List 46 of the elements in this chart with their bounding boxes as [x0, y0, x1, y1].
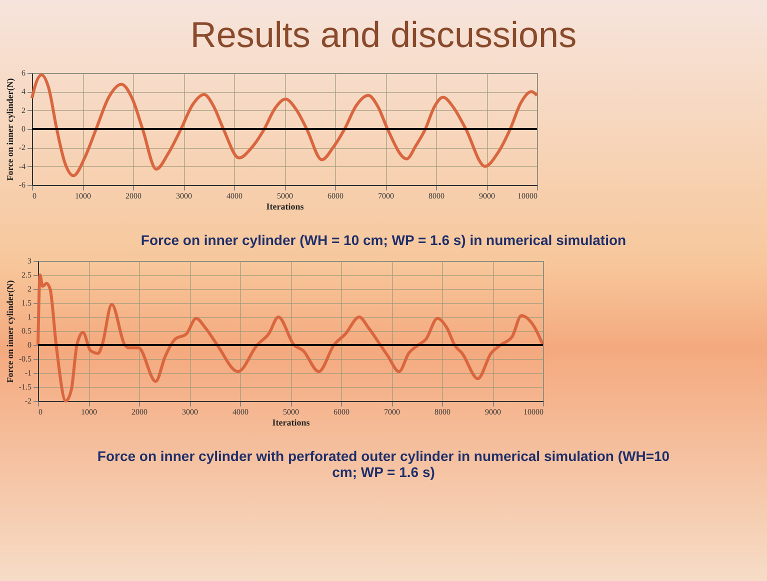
x-tick-label: 6000 [328, 192, 344, 200]
y-tick-label: -0.5 [18, 354, 32, 364]
y-axis-title: Force on inner cylinder(N) [4, 280, 15, 383]
y-tick-label: -1.5 [18, 382, 32, 392]
x-tick-label: 7000 [378, 192, 394, 200]
x-axis-title: Iterations [266, 202, 304, 212]
x-tick-label: 3000 [176, 192, 192, 200]
x-tick-label: 2000 [126, 192, 142, 200]
y-tick-label: 3 [28, 256, 32, 266]
chart-title: Results and discussions [189, 14, 578, 56]
y-tick-label: 1.5 [22, 298, 32, 308]
y-tick-label: -2 [24, 396, 32, 406]
x-tick-label: 0 [38, 408, 42, 416]
y-tick-label: 0.5 [22, 326, 32, 336]
y-tick-label: 1 [28, 312, 32, 322]
x-tick-label: 2000 [132, 408, 148, 416]
y-tick-label: -2 [18, 143, 26, 152]
y-tick-label: 2 [28, 284, 32, 294]
x-tick-label: 8000 [428, 192, 444, 200]
text: Force on inner cylinder (WH = 10 cm; WP = 1.6 s) in numerical simulation [140, 232, 628, 248]
x-axis-title: Iterations [272, 418, 310, 428]
x-tick-label: 5000 [283, 408, 299, 416]
y-tick-label: 0 [22, 124, 26, 134]
y-tick-label: 2.5 [22, 270, 32, 280]
x-tick-label: 4000 [232, 408, 248, 416]
x-tick-label: 3000 [182, 408, 198, 416]
x-tick-label: 4000 [226, 192, 242, 200]
x-tick-label: 1000 [81, 408, 97, 416]
x-tick-label: 7000 [384, 408, 400, 416]
x-tick-label: 1000 [75, 192, 91, 200]
x-tick-label: 9000 [485, 408, 501, 416]
y-axis-title: Force on inner cylinder(N) [4, 78, 15, 181]
y-tick-label: 4 [22, 87, 26, 96]
x-tick-label: 10000 [524, 408, 544, 416]
y-tick-label: 2 [22, 106, 26, 115]
x-tick-label: 6000 [334, 408, 350, 416]
y-tick-label: 0 [28, 340, 32, 350]
x-tick-label: 5000 [277, 192, 293, 200]
x-tick-label: 9000 [479, 192, 495, 200]
y-tick-label: 6 [22, 68, 26, 78]
y-tick-label: -6 [18, 180, 26, 190]
y-tick-label: -1 [24, 368, 32, 378]
x-tick-label: 8000 [434, 408, 450, 416]
text: Force on inner cylinder with perforated outer cylinder in numerical simulation (WH=10 cm; WP = 1.6 s) [96, 448, 671, 480]
x-tick-label: 10000 [518, 192, 538, 200]
y-tick-label: -4 [18, 162, 26, 171]
